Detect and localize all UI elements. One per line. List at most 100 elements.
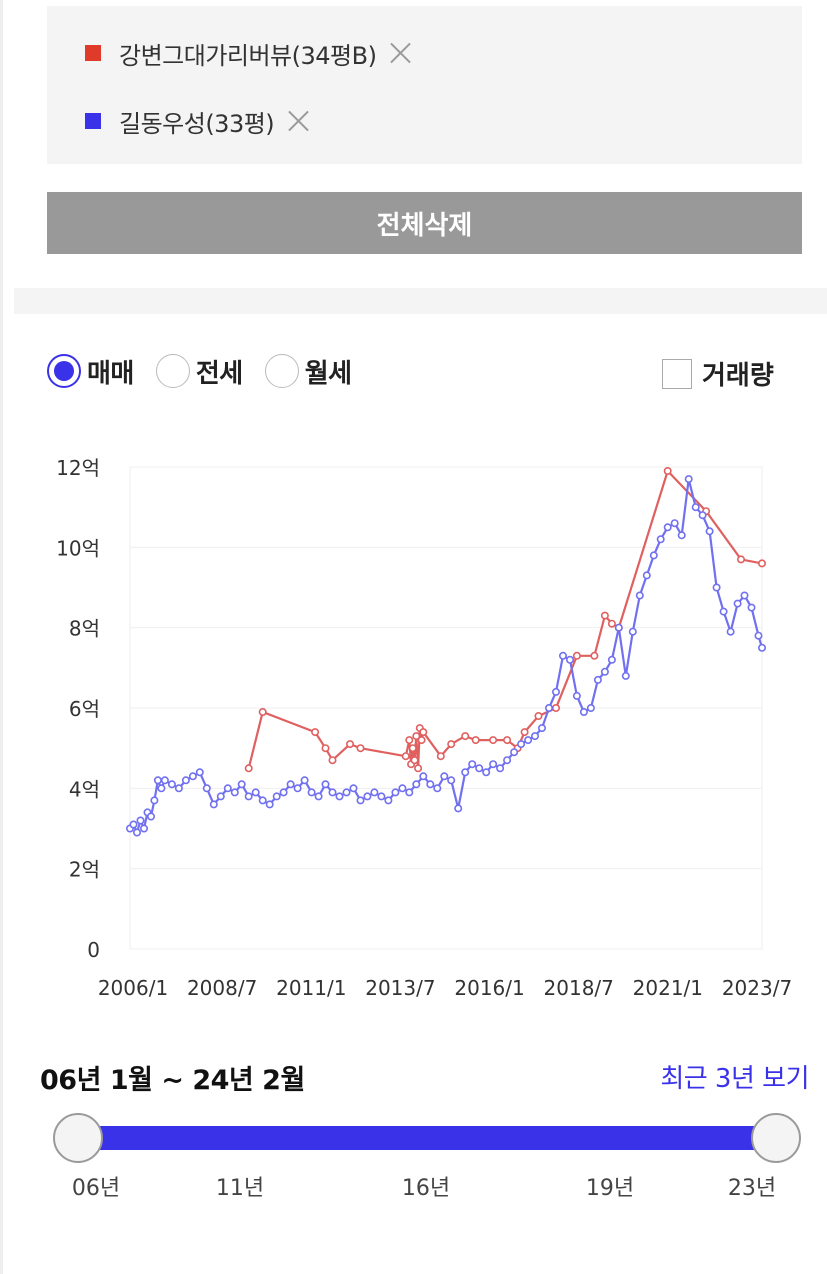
data-point[interactable] bbox=[544, 703, 553, 712]
data-point[interactable] bbox=[447, 776, 456, 785]
data-point[interactable] bbox=[496, 764, 505, 773]
data-point[interactable] bbox=[153, 776, 162, 785]
data-point[interactable] bbox=[293, 784, 302, 793]
data-point[interactable] bbox=[600, 667, 609, 676]
data-point[interactable] bbox=[663, 466, 672, 475]
data-point[interactable] bbox=[384, 796, 393, 805]
volume-checkbox[interactable]: 거래량 bbox=[662, 355, 774, 392]
data-point[interactable] bbox=[410, 756, 419, 765]
data-point[interactable] bbox=[223, 784, 232, 793]
data-point[interactable] bbox=[349, 784, 358, 793]
data-point[interactable] bbox=[356, 744, 365, 753]
data-point[interactable] bbox=[342, 788, 351, 797]
data-point[interactable] bbox=[503, 756, 512, 765]
data-point[interactable] bbox=[593, 675, 602, 684]
data-point[interactable] bbox=[258, 707, 267, 716]
data-point[interactable] bbox=[265, 800, 274, 809]
data-point[interactable] bbox=[471, 736, 480, 745]
data-point[interactable] bbox=[712, 583, 721, 592]
data-point[interactable] bbox=[607, 619, 616, 628]
data-point[interactable] bbox=[244, 764, 253, 773]
data-point[interactable] bbox=[520, 728, 529, 737]
data-point[interactable] bbox=[600, 611, 609, 620]
data-point[interactable] bbox=[244, 792, 253, 801]
data-point[interactable] bbox=[230, 788, 239, 797]
data-point[interactable] bbox=[419, 772, 428, 781]
data-point[interactable] bbox=[736, 555, 745, 564]
data-point[interactable] bbox=[370, 788, 379, 797]
recent-3-years-link[interactable]: 최근 3년 보기 bbox=[660, 1064, 809, 1094]
slider-handle-start[interactable] bbox=[53, 1113, 103, 1163]
data-point[interactable] bbox=[321, 780, 330, 789]
data-point[interactable] bbox=[419, 728, 428, 737]
clear-all-button[interactable]: 전체삭제 bbox=[47, 192, 802, 254]
data-point[interactable] bbox=[356, 796, 365, 805]
data-point[interactable] bbox=[258, 796, 267, 805]
data-point[interactable] bbox=[733, 599, 742, 608]
data-point[interactable] bbox=[188, 772, 197, 781]
data-point[interactable] bbox=[412, 780, 421, 789]
data-point[interactable] bbox=[202, 784, 211, 793]
data-point[interactable] bbox=[133, 828, 142, 837]
data-point[interactable] bbox=[551, 703, 560, 712]
radio-jeonse[interactable]: 전세 bbox=[155, 353, 243, 390]
data-point[interactable] bbox=[286, 780, 295, 789]
radio-sale[interactable]: 매매 bbox=[47, 353, 134, 390]
data-point[interactable] bbox=[621, 671, 630, 680]
data-point[interactable] bbox=[757, 559, 766, 568]
data-point[interactable] bbox=[321, 744, 330, 753]
data-point[interactable] bbox=[579, 707, 588, 716]
data-point[interactable] bbox=[195, 768, 204, 777]
data-point[interactable] bbox=[401, 752, 410, 761]
data-point[interactable] bbox=[251, 788, 260, 797]
data-point[interactable] bbox=[140, 824, 149, 833]
data-point[interactable] bbox=[129, 820, 138, 829]
data-point[interactable] bbox=[300, 776, 309, 785]
data-point[interactable] bbox=[328, 756, 337, 765]
data-point[interactable] bbox=[475, 764, 484, 773]
data-point[interactable] bbox=[663, 523, 672, 532]
data-point[interactable] bbox=[628, 627, 637, 636]
data-point[interactable] bbox=[656, 535, 665, 544]
data-point[interactable] bbox=[590, 651, 599, 660]
data-point[interactable] bbox=[705, 527, 714, 536]
data-point[interactable] bbox=[414, 764, 423, 773]
data-point[interactable] bbox=[363, 792, 372, 801]
data-point[interactable] bbox=[391, 788, 400, 797]
data-point[interactable] bbox=[510, 748, 519, 757]
data-point[interactable] bbox=[147, 812, 156, 821]
data-point[interactable] bbox=[426, 780, 435, 789]
data-point[interactable] bbox=[209, 800, 218, 809]
data-point[interactable] bbox=[377, 792, 386, 801]
data-point[interactable] bbox=[174, 784, 183, 793]
data-point[interactable] bbox=[691, 503, 700, 512]
data-point[interactable] bbox=[440, 772, 449, 781]
data-point[interactable] bbox=[754, 631, 763, 640]
data-point[interactable] bbox=[726, 627, 735, 636]
data-point[interactable] bbox=[468, 760, 477, 769]
data-point[interactable] bbox=[136, 816, 145, 825]
data-point[interactable] bbox=[482, 768, 491, 777]
data-point[interactable] bbox=[345, 740, 354, 749]
data-point[interactable] bbox=[586, 703, 595, 712]
data-point[interactable] bbox=[565, 655, 574, 664]
close-icon[interactable] bbox=[386, 39, 414, 67]
period-slider-track[interactable] bbox=[78, 1126, 776, 1150]
data-point[interactable] bbox=[408, 744, 417, 753]
slider-handle-end[interactable] bbox=[751, 1113, 801, 1163]
data-point[interactable] bbox=[405, 788, 414, 797]
data-point[interactable] bbox=[607, 655, 616, 664]
data-point[interactable] bbox=[157, 784, 166, 793]
data-point[interactable] bbox=[436, 752, 445, 761]
data-point[interactable] bbox=[719, 607, 728, 616]
data-point[interactable] bbox=[447, 740, 456, 749]
data-point[interactable] bbox=[398, 784, 407, 793]
radio-monthly-rent[interactable]: 월세 bbox=[264, 353, 352, 390]
data-point[interactable] bbox=[684, 475, 693, 484]
data-point[interactable] bbox=[740, 591, 749, 600]
data-point[interactable] bbox=[412, 732, 421, 741]
data-point[interactable] bbox=[551, 687, 560, 696]
data-point[interactable] bbox=[454, 804, 463, 813]
data-point[interactable] bbox=[335, 792, 344, 801]
data-point[interactable] bbox=[747, 603, 756, 612]
